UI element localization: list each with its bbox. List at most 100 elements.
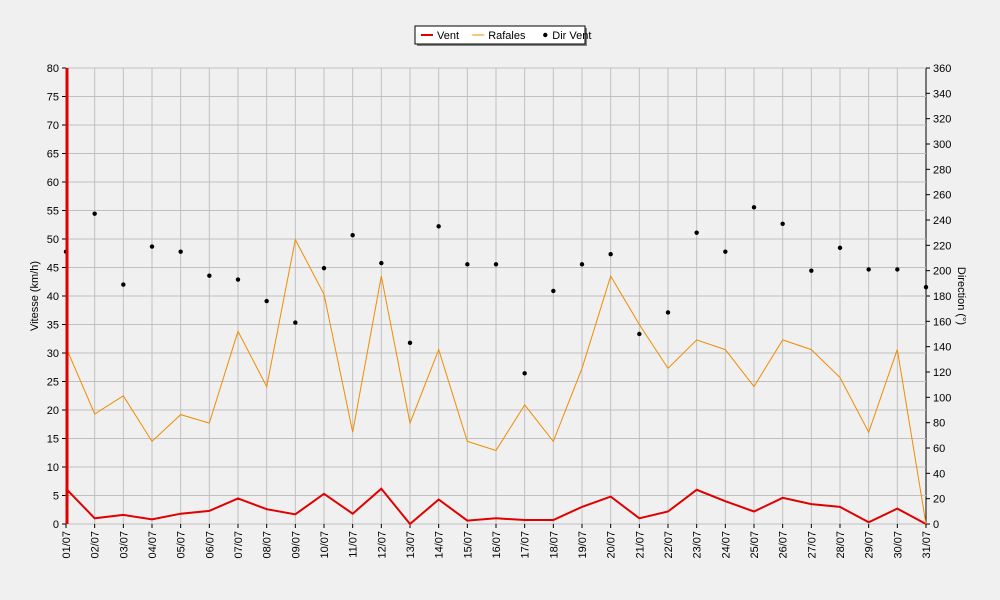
left-tick-label: 5 bbox=[53, 491, 59, 503]
right-tick-label: 340 bbox=[933, 88, 951, 100]
x-tick-label: 23/07 bbox=[692, 531, 704, 559]
x-tick-label: 07/07 bbox=[233, 531, 245, 559]
point-dir-vent bbox=[92, 211, 97, 216]
left-tick-label: 40 bbox=[47, 291, 59, 303]
point-dir-vent bbox=[866, 267, 871, 272]
left-tick-label: 80 bbox=[47, 63, 59, 75]
point-dir-vent bbox=[895, 267, 900, 272]
legend: Vent Rafales Dir Vent bbox=[414, 25, 591, 46]
x-tick-label: 25/07 bbox=[749, 531, 761, 559]
left-tick-label: 0 bbox=[53, 519, 59, 531]
x-tick-label: 28/07 bbox=[835, 531, 847, 559]
right-tick-label: 0 bbox=[933, 519, 939, 531]
right-tick-label: 300 bbox=[933, 139, 951, 151]
left-axis-title: Vitesse (km/h) bbox=[29, 261, 41, 331]
right-axis-ticks: 0 20 40 60 80 100 120 140 160 180 200 220 240 260 280 3… bbox=[926, 63, 951, 531]
left-tick-label: 35 bbox=[47, 320, 59, 332]
right-tick-label: 40 bbox=[933, 468, 945, 480]
x-tick-label: 01/07 bbox=[61, 531, 73, 559]
right-tick-label: 260 bbox=[933, 190, 951, 202]
legend-label-dir-vent: Dir Vent bbox=[552, 30, 591, 42]
legend-label-vent: Vent bbox=[437, 30, 459, 42]
point-dir-vent bbox=[293, 320, 298, 325]
left-tick-label: 50 bbox=[47, 234, 59, 246]
point-dir-vent bbox=[235, 277, 241, 282]
right-tick-label: 160 bbox=[933, 316, 951, 328]
right-tick-label: 140 bbox=[933, 342, 951, 354]
series-layer bbox=[63, 205, 929, 526]
right-tick-label: 20 bbox=[933, 494, 945, 506]
x-tick-label: 03/07 bbox=[118, 531, 130, 559]
right-tick-label: 240 bbox=[933, 215, 951, 227]
point-dir-vent bbox=[522, 371, 527, 376]
x-tick-label: 17/07 bbox=[520, 531, 532, 559]
x-tick-label: 14/07 bbox=[434, 531, 446, 559]
x-tick-label: 30/07 bbox=[892, 531, 904, 559]
point-dir-vent bbox=[121, 282, 126, 287]
x-tick-label: 19/07 bbox=[577, 531, 589, 559]
point-dir-vent bbox=[493, 262, 499, 267]
right-tick-label: 220 bbox=[933, 240, 951, 252]
right-tick-label: 120 bbox=[933, 367, 951, 379]
x-tick-label: 12/07 bbox=[376, 531, 388, 559]
point-dir-vent bbox=[149, 244, 155, 249]
point-dir-vent bbox=[551, 288, 556, 294]
right-tick-label: 100 bbox=[933, 392, 951, 404]
point-dir-vent bbox=[608, 252, 613, 257]
left-tick-label: 10 bbox=[47, 462, 59, 474]
right-tick-label: 360 bbox=[933, 63, 951, 75]
point-dir-vent bbox=[465, 262, 470, 267]
legend-label-rafales: Rafales bbox=[488, 30, 526, 42]
point-dir-vent bbox=[436, 224, 441, 229]
left-tick-label: 20 bbox=[47, 405, 59, 417]
point-dir-vent bbox=[694, 230, 699, 235]
grid-lines bbox=[66, 67, 926, 525]
right-axis-title: Direction (°) bbox=[955, 267, 967, 325]
left-tick-label: 25 bbox=[47, 377, 59, 389]
point-dir-vent bbox=[321, 265, 327, 271]
x-tick-label: 29/07 bbox=[864, 531, 876, 559]
x-tick-label: 22/07 bbox=[663, 531, 675, 559]
left-tick-label: 55 bbox=[47, 206, 59, 218]
left-tick-label: 75 bbox=[47, 92, 59, 104]
x-tick-label: 27/07 bbox=[806, 531, 818, 559]
x-tick-label: 02/07 bbox=[90, 531, 102, 559]
point-dir-vent bbox=[780, 221, 785, 226]
left-tick-label: 30 bbox=[47, 348, 59, 360]
x-tick-label: 16/07 bbox=[491, 531, 503, 559]
x-tick-label: 21/07 bbox=[634, 531, 646, 559]
x-tick-label: 08/07 bbox=[262, 531, 274, 559]
x-axis-ticks: 01/07 02/07 03/07 04/07 05/07 06/07 07/07 08/07… bbox=[61, 524, 933, 559]
point-dir-vent bbox=[837, 245, 843, 251]
legend-box bbox=[414, 25, 586, 45]
x-tick-label: 06/07 bbox=[204, 531, 216, 559]
point-dir-vent bbox=[264, 298, 269, 304]
point-dir-vent bbox=[350, 233, 355, 238]
x-tick-label: 18/07 bbox=[548, 531, 560, 559]
x-tick-label: 24/07 bbox=[720, 531, 732, 559]
legend-swatch-dir-vent bbox=[543, 32, 548, 38]
left-tick-label: 70 bbox=[47, 120, 59, 132]
point-dir-vent bbox=[407, 340, 413, 346]
point-dir-vent bbox=[178, 249, 183, 254]
right-tick-label: 200 bbox=[933, 266, 951, 278]
point-dir-vent bbox=[923, 284, 929, 290]
x-tick-label: 05/07 bbox=[176, 531, 188, 559]
x-tick-label: 13/07 bbox=[405, 531, 417, 559]
left-tick-label: 65 bbox=[47, 149, 59, 161]
x-tick-label: 09/07 bbox=[290, 531, 302, 559]
point-dir-vent bbox=[723, 249, 728, 254]
left-tick-label: 45 bbox=[47, 263, 59, 275]
point-dir-vent bbox=[207, 273, 212, 278]
x-tick-label: 20/07 bbox=[606, 531, 618, 559]
point-dir-vent bbox=[751, 205, 757, 210]
left-tick-label: 15 bbox=[47, 434, 59, 446]
right-tick-label: 180 bbox=[933, 291, 951, 303]
left-axis-ticks: 0 5 10 15 20 25 30 35 40 45 50 55 60 65 70 75 80 bbox=[47, 63, 66, 531]
point-dir-vent bbox=[379, 260, 384, 266]
x-tick-label: 15/07 bbox=[462, 531, 474, 559]
left-tick-label: 60 bbox=[47, 177, 59, 189]
x-tick-label: 11/07 bbox=[348, 531, 360, 558]
right-tick-label: 80 bbox=[933, 418, 945, 430]
x-tick-label: 26/07 bbox=[778, 531, 790, 559]
